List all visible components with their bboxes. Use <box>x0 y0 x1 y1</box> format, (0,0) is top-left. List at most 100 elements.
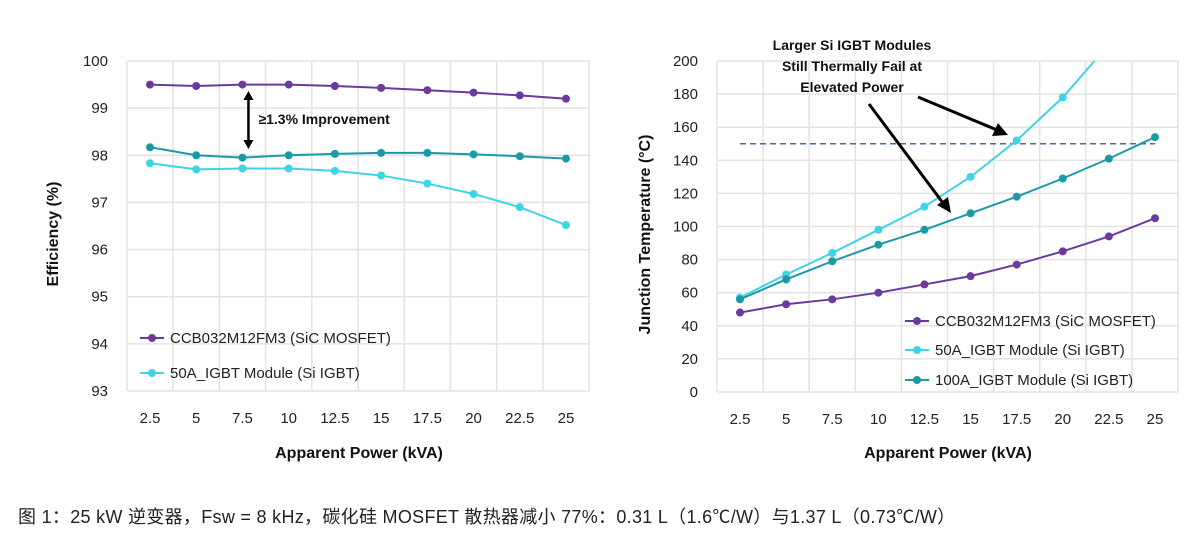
data-point <box>1058 93 1067 102</box>
y-tick-label: 100 <box>673 219 698 236</box>
data-point <box>146 159 154 168</box>
x-tick-label: 20 <box>465 410 482 427</box>
annotation-arrow <box>867 103 945 204</box>
y-tick-label: 140 <box>673 152 698 169</box>
data-point <box>874 225 883 234</box>
data-point <box>874 288 883 297</box>
annotation-text: Still Thermally Fail at <box>782 58 922 74</box>
series-line <box>739 136 1156 301</box>
annotation-arrow <box>917 95 998 132</box>
data-point <box>469 189 478 198</box>
x-tick-label: 17.5 <box>413 410 442 427</box>
x-tick-label: 22.5 <box>1094 411 1123 428</box>
y-tick-label: 160 <box>673 119 698 136</box>
x-tick-label: 7.5 <box>822 411 843 428</box>
x-tick-label: 10 <box>280 410 297 427</box>
y-tick-label: 180 <box>673 86 698 103</box>
data-point <box>1058 247 1067 256</box>
y-tick-label: 93 <box>91 383 108 400</box>
y-tick-label: 99 <box>91 100 108 117</box>
data-point <box>736 308 744 317</box>
data-point <box>377 83 386 92</box>
data-point <box>515 203 524 212</box>
legend-marker <box>913 376 921 384</box>
data-point <box>782 275 791 284</box>
data-point <box>284 164 293 173</box>
data-point <box>874 240 883 249</box>
data-point <box>562 94 570 103</box>
legend-label: CCB032M12FM3 (SiC MOSFET) <box>935 313 1156 330</box>
arrow-head <box>937 197 951 213</box>
data-point <box>828 295 837 304</box>
x-axis-label: Apparent Power (kVA) <box>275 445 443 462</box>
y-tick-label: 80 <box>681 252 698 269</box>
data-point <box>192 165 201 174</box>
legend-marker <box>148 334 156 342</box>
x-tick-label: 10 <box>870 411 887 428</box>
x-tick-label: 17.5 <box>1002 411 1031 428</box>
y-tick-label: 40 <box>681 318 698 335</box>
legend-label: CCB032M12FM3 (SiC MOSFET) <box>170 330 391 347</box>
data-point <box>515 91 524 100</box>
series-line <box>149 83 567 100</box>
x-tick-label: 5 <box>782 411 790 428</box>
data-point <box>966 272 975 281</box>
x-tick-label: 12.5 <box>320 410 349 427</box>
data-point <box>469 88 478 97</box>
x-tick-label: 25 <box>558 410 575 427</box>
data-point <box>377 148 386 157</box>
data-point <box>828 257 837 266</box>
data-point <box>1012 192 1021 201</box>
series-line <box>149 146 567 160</box>
data-point <box>146 143 154 152</box>
y-tick-label: 97 <box>91 194 108 211</box>
y-axis-label: Junction Temperature (°C) <box>637 135 654 335</box>
data-point <box>146 80 154 89</box>
data-point <box>1151 133 1159 142</box>
data-point <box>284 151 293 160</box>
arrow-head <box>992 123 1008 136</box>
data-point <box>562 154 570 163</box>
y-axis-label: Efficiency (%) <box>45 182 62 287</box>
series-line <box>149 162 567 226</box>
data-point <box>1058 174 1067 183</box>
data-point <box>423 86 432 95</box>
data-point <box>238 153 247 162</box>
legend-marker <box>148 369 156 377</box>
x-tick-label: 2.5 <box>730 411 751 428</box>
data-point <box>330 166 339 175</box>
data-point <box>966 172 975 181</box>
series-line <box>739 61 1096 299</box>
data-point <box>192 81 201 90</box>
x-tick-label: 25 <box>1147 411 1164 428</box>
x-tick-label: 15 <box>373 410 390 427</box>
annotation-text: Elevated Power <box>800 79 904 95</box>
data-point <box>423 148 432 157</box>
y-tick-label: 94 <box>91 336 108 353</box>
data-point <box>423 179 432 188</box>
data-point <box>330 81 339 90</box>
data-point <box>1012 260 1021 269</box>
data-point <box>377 171 386 180</box>
x-tick-label: 20 <box>1054 411 1071 428</box>
data-point <box>1104 154 1113 163</box>
x-tick-label: 15 <box>962 411 979 428</box>
data-point <box>920 280 929 289</box>
y-tick-label: 120 <box>673 185 698 202</box>
series-line <box>739 217 1156 314</box>
legend-label: 50A_IGBT Module (Si IGBT) <box>170 365 360 382</box>
data-point <box>284 80 293 89</box>
y-tick-label: 96 <box>91 242 108 259</box>
y-tick-label: 0 <box>690 384 698 401</box>
data-point <box>1104 232 1113 241</box>
x-tick-label: 7.5 <box>232 410 253 427</box>
data-point <box>562 221 570 230</box>
y-tick-label: 98 <box>91 147 108 164</box>
legend-label: 50A_IGBT Module (Si IGBT) <box>935 342 1125 359</box>
data-point <box>920 202 929 211</box>
x-tick-label: 2.5 <box>140 410 161 427</box>
data-point <box>469 150 478 159</box>
x-tick-label: 22.5 <box>505 410 534 427</box>
x-axis-label: Apparent Power (kVA) <box>864 445 1032 462</box>
